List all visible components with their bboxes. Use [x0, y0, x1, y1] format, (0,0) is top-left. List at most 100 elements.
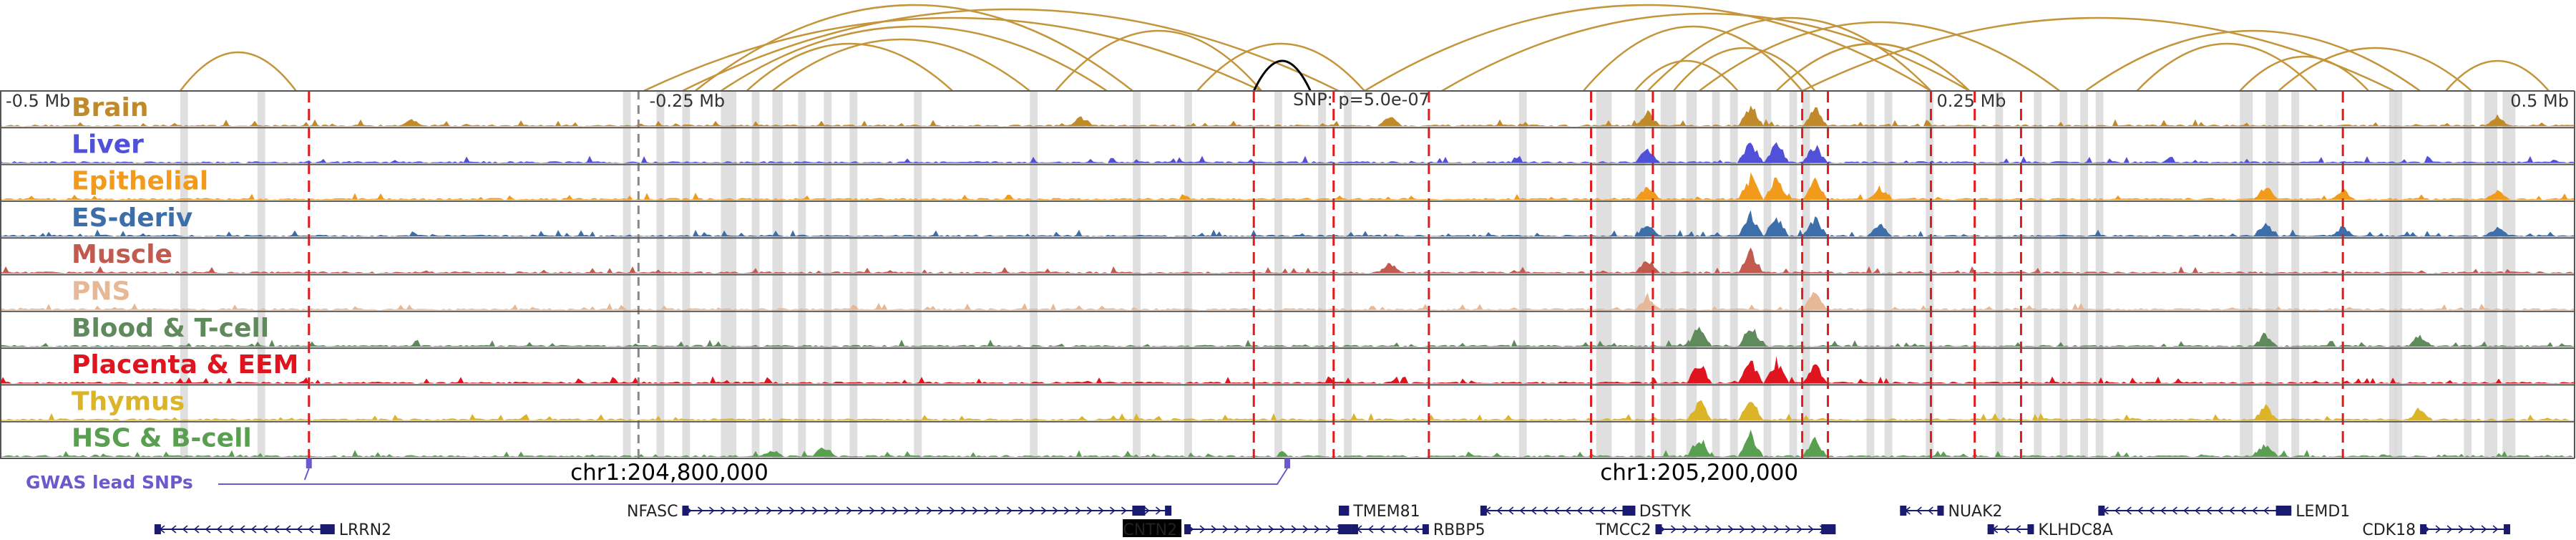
gene-cdk18: CDK18	[2362, 521, 2511, 539]
gene-exon-end-cdk18	[2504, 524, 2511, 534]
axis-tick-label-3: 0.5 Mb	[2510, 91, 2569, 111]
interaction-arc-5	[746, 42, 954, 92]
gene-label-highlight-cntn2	[1123, 519, 1182, 539]
axis: -0.5 Mb -0.25 Mb 0.25 Mb 0.5 Mb SNP: p=5.0e-…	[6, 90, 2569, 486]
gene-dstyk: DSTYK	[1480, 503, 1692, 521]
interaction-arc-14	[1672, 47, 1816, 92]
track-noise-7	[0, 376, 2575, 384]
gene-exon-end-tmem81	[1342, 506, 1350, 516]
gene-label-dstyk: DSTYK	[1639, 503, 1692, 521]
track-signal-placenta-eem	[0, 356, 2575, 384]
track-peak-3-10	[2330, 226, 2356, 237]
gene-label-nuak2: NUAK2	[1948, 503, 2002, 521]
interaction-arc-7	[1055, 29, 1262, 92]
gene-exon-start-lemd1	[2098, 506, 2105, 516]
track-peak-2-6	[1763, 177, 1790, 200]
gene-exon-mid-lemd1	[2275, 506, 2289, 516]
gene-label-cntn2: CNTN2	[1123, 521, 1177, 537]
track-signal-muscle	[0, 247, 2575, 274]
track-peak-7-7	[1802, 364, 1828, 384]
interaction-arc-21	[2278, 47, 2472, 92]
gene-exon-start-nuak2	[1900, 506, 1907, 516]
track-peak-3-6	[1763, 217, 1790, 237]
axis-tick-label-2: 0.25 Mb	[1937, 91, 2006, 111]
track-peak-1-5	[1737, 143, 1764, 163]
track-peak-2-3	[1634, 186, 1661, 200]
track-peak-8-5	[1737, 402, 1764, 420]
coordinate-label-0: chr1:204,800,000	[570, 460, 769, 486]
track-signal-blood-t-cell	[0, 326, 2575, 347]
track-peak-2-10	[2330, 187, 2356, 200]
track-peak-0-7	[1802, 107, 1828, 127]
interaction-arc-9	[1364, 4, 1932, 92]
gene-exon-start-cdk18	[2420, 524, 2427, 534]
gene-label-tmcc2: TMCC2	[1595, 521, 1651, 537]
track-noise-3	[0, 229, 2575, 237]
gwas-connector-1	[218, 468, 1288, 485]
track-label-muscle: Muscle	[72, 240, 172, 269]
gene-label-tmem81: TMEM81	[1352, 503, 1420, 521]
track-peak-9-13	[759, 450, 786, 457]
gene-exon-mid-lrrn2	[320, 524, 333, 534]
gene-exon-start-tmcc2	[1655, 524, 1662, 534]
gene-exon-mid-cntn2	[1338, 524, 1352, 534]
interaction-arc-8	[1196, 42, 1365, 92]
interaction-arc-16	[1775, 42, 1971, 92]
interaction-arc-12	[1646, 16, 1932, 92]
interaction-arc-18	[2084, 29, 2421, 92]
track-signal-pns	[0, 291, 2575, 310]
signal-tracks	[0, 105, 2575, 457]
track-labels: Brain Liver Epithelial ES-deriv Muscle PNS Blo…	[72, 93, 298, 453]
track-frames	[0, 90, 2575, 459]
track-peak-0-3	[1634, 110, 1661, 127]
track-peak-7-5	[1737, 360, 1764, 384]
track-peak-4-3	[1634, 261, 1661, 274]
track-peak-0-1	[1068, 116, 1095, 127]
gene-tmem81: TMEM81	[1338, 503, 1420, 521]
gene-strand-cdk18	[2424, 525, 2499, 534]
gene-exon-start-dstyk	[1480, 506, 1487, 516]
gene-label-lemd1: LEMD1	[2296, 503, 2350, 521]
track-signal-hsc-b-cell	[0, 429, 2575, 457]
track-peak-2-7	[1802, 177, 1828, 200]
interaction-arc-11	[1582, 25, 1803, 92]
track-peak-6-11	[2407, 334, 2434, 347]
interaction-arc-19	[2136, 42, 2318, 92]
track-peak-8-9	[2253, 404, 2279, 420]
track-peak-9-4	[1686, 439, 1712, 457]
gene-exon-start-cntn2	[1184, 524, 1191, 534]
track-peak-3-8	[1866, 223, 1893, 237]
track-peak-7-4	[1686, 366, 1712, 384]
interaction-arc-6	[771, 38, 1030, 92]
track-noise-0	[0, 119, 2575, 127]
interaction-arc-10	[1441, 12, 1971, 92]
gene-exon-mid-dstyk	[1622, 506, 1636, 516]
gene-nfasc: NFASC	[627, 503, 1172, 521]
track-peak-4-5	[1737, 247, 1764, 274]
track-noise-6	[0, 339, 2575, 347]
gene-exon-end-nfasc	[1165, 506, 1172, 516]
track-peak-2-5	[1737, 172, 1764, 200]
track-peak-9-9	[2253, 444, 2279, 457]
track-label-placenta-eem: Placenta & EEM	[72, 350, 298, 380]
track-peak-2-12	[2484, 190, 2511, 200]
track-peak-0-5	[1737, 105, 1764, 127]
track-label-hsc-b-cell: HSC & B-cell	[72, 424, 252, 453]
track-peak-9-5	[1737, 429, 1764, 457]
track-noise-5	[0, 302, 2575, 310]
interaction-arc-13	[1634, 59, 1739, 92]
gene-exon-end-rbbp5	[1422, 524, 1429, 534]
interaction-arc-0	[179, 51, 297, 92]
gene-klhdc8a: KLHDC8A	[1987, 521, 2113, 539]
gene-exon-start-rbbp5	[1351, 524, 1358, 534]
track-noise-4	[0, 266, 2575, 274]
track-peak-0-0	[399, 119, 425, 127]
track-peak-0-2	[1377, 117, 1403, 127]
track-peak-3-9	[2253, 222, 2279, 237]
track-peak-9-7	[1802, 436, 1828, 457]
track-signal-thymus	[0, 400, 2575, 420]
coordinate-label-1: chr1:205,200,000	[1600, 460, 1798, 486]
gwas-snp-marker-0	[306, 458, 312, 468]
track-peak-2-9	[2253, 188, 2279, 200]
